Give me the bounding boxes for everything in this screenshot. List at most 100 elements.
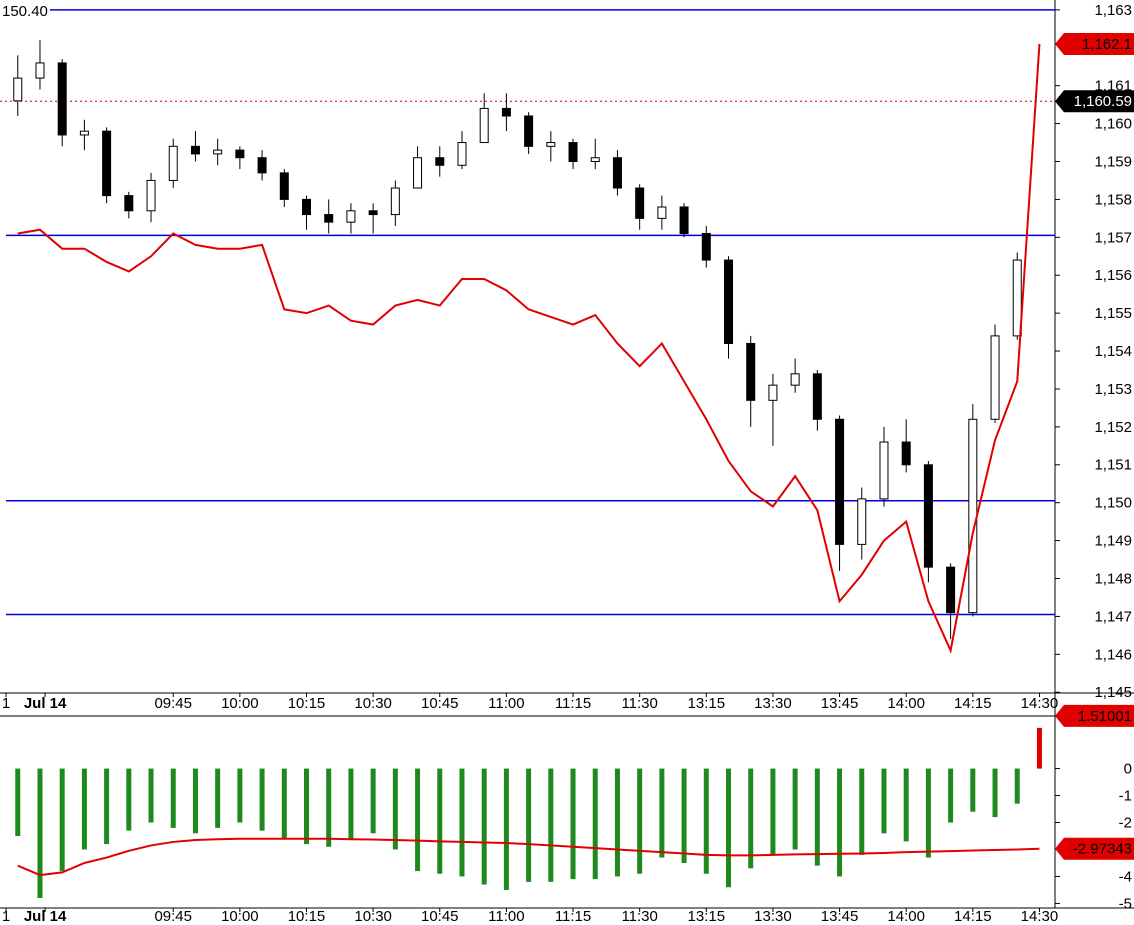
candle-body [390,187,400,216]
y-tick-label: 1,146 [1094,646,1132,663]
x-tick-label: 09:45 [154,908,192,925]
candle-body [568,142,578,162]
x-tick-label: 14:15 [954,695,992,712]
bar [903,768,909,842]
bar [592,768,598,880]
x-tick-label: 10:15 [288,695,326,712]
y-tick-label: -4 [1119,868,1132,885]
x-tick-label: 11:15 [555,908,591,925]
line [17,837,1040,877]
value-tag-label: 1.51001 [1078,708,1132,725]
candle-body [435,157,445,166]
value-tag-label: -2.97343 [1073,841,1132,858]
candle-body [724,259,734,344]
x-tick-label: 13:30 [754,695,792,712]
candle-body [679,206,689,235]
bar [659,768,665,858]
candle-body [124,195,134,212]
value-tag-label: 1,160.59 [1074,93,1132,110]
y-tick-label: 1,147 [1094,608,1132,625]
y-tick-label: 0 [1124,761,1132,778]
candle-body [657,206,667,219]
bar [703,768,709,874]
y-tick-label: 1,157 [1094,229,1132,246]
candle-body [168,145,178,181]
candle-body [635,187,645,219]
candle-body [102,130,112,197]
candle-body [324,214,334,223]
candle-body [990,335,1000,420]
bar [726,768,732,888]
candle-body [479,107,489,144]
x-tick-label: 10:15 [288,908,326,925]
candle-body [546,142,556,147]
y-tick-label: 1,160 [1094,116,1132,133]
x-tick-label: 1 [2,695,10,712]
candle-body [1012,259,1022,337]
bar [237,768,243,823]
candle-body [35,62,45,79]
candle-body [879,441,889,500]
value-tag [1055,32,1134,55]
candle-body [746,342,756,401]
x-tick-label: Jul 14 [24,908,67,925]
x-tick-label: 13:15 [688,908,726,925]
bar [814,768,820,866]
bar [148,768,154,823]
candle-body [79,130,89,136]
candle-body [812,373,822,420]
candle-body [13,77,23,102]
bar [170,768,176,828]
x-tick-label: 14:30 [1021,908,1059,925]
bar [925,768,931,858]
x-tick-label: 11:00 [488,695,524,712]
candle-body [524,115,534,147]
bar [792,768,798,850]
candle-body [279,172,289,200]
x-tick-label: 11:15 [555,695,591,712]
candle-body [790,373,800,386]
x-tick-label: 14:00 [887,908,925,925]
y-tick-label: 1,151 [1094,457,1132,474]
bar [859,768,865,855]
bar [948,768,954,823]
candle-body [190,145,200,155]
bar [126,768,132,831]
y-tick-label: 1,163 [1094,2,1132,19]
y-tick-label: 1,150 [1094,495,1132,512]
x-tick-label: 10:00 [221,695,259,712]
candle-body [901,441,911,466]
x-tick-label: 10:45 [421,695,459,712]
y-tick-label: 1,156 [1094,267,1132,284]
candle-body [146,179,156,212]
candle-body [923,464,933,568]
y-tick-label: -1 [1119,788,1132,805]
bar [415,768,421,872]
candle-body [612,157,622,189]
bar [304,768,310,845]
y-tick-label: 1,152 [1094,419,1132,436]
x-tick-label: 10:45 [421,908,459,925]
bar [281,768,287,839]
candle-body [302,198,312,216]
y-tick-label: 1,153 [1094,381,1132,398]
candle-body [235,149,245,159]
candle-body [590,157,600,162]
bar [881,768,887,834]
bar [992,768,998,818]
candle-body [946,566,956,614]
bar [459,768,465,877]
candle-body [857,498,867,545]
candle-body [968,418,978,614]
bar [81,768,87,850]
bar [392,768,398,850]
bar [548,768,554,882]
x-tick-label: 14:30 [1021,695,1059,712]
candle-body [257,157,267,174]
x-tick-label: 14:15 [954,908,992,925]
candle-body [457,142,467,166]
value-tag [1055,837,1134,860]
bar [570,768,576,880]
line [17,43,1041,654]
